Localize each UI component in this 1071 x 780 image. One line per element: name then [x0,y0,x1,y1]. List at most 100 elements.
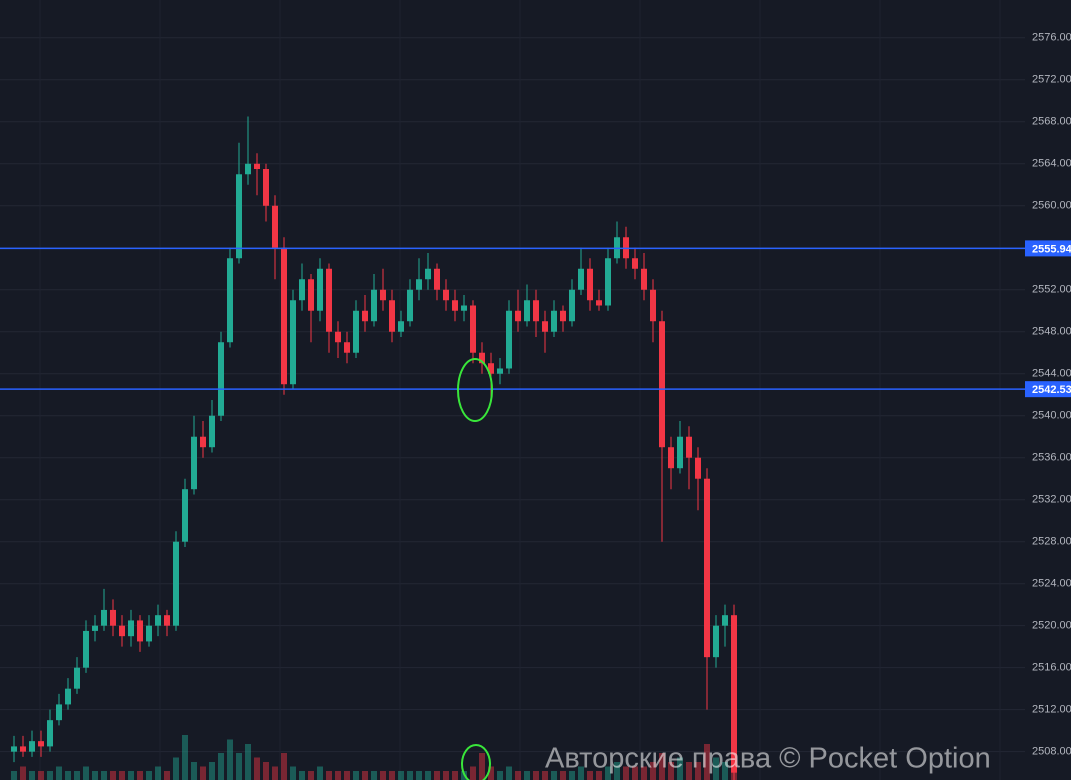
volume-bar [551,771,557,780]
candle-body [74,667,80,689]
candle-body [47,720,53,747]
volume-bar [335,771,341,780]
candle-body [641,268,647,290]
candle-body [29,741,35,752]
candle-body [83,630,89,668]
candle-body [290,300,296,385]
volume-bar [605,766,611,780]
candle-body [659,321,665,448]
volume-bar [164,771,170,780]
candle-body [488,363,494,374]
volume-bar [713,757,719,780]
volume-bar [317,766,323,780]
candle-body [245,163,251,175]
y-tick-label: 2520.00 [1032,620,1071,632]
volume-bar [677,757,683,780]
volume-bar [29,771,35,780]
level-label: 2542.53 [1032,384,1071,396]
annotation-circle [461,744,491,780]
candle-body [497,368,503,374]
level-label-box [1025,381,1071,398]
candle-body [56,704,62,721]
volume-bar [488,766,494,780]
candle-body [335,331,341,343]
y-tick-label: 2564.00 [1032,158,1071,170]
volume-bar [506,766,512,780]
candle-body [38,741,44,747]
volume-bar [254,757,260,780]
volume-bar [182,735,188,780]
y-tick-label: 2508.00 [1032,746,1071,758]
volume-bar [659,753,665,780]
candle-body [713,625,719,658]
candle-body [236,174,242,259]
volume-bar [371,771,377,780]
y-tick-label: 2516.00 [1032,662,1071,674]
volume-bar [398,771,404,780]
candle-body [704,478,710,658]
volume-bar [263,762,269,780]
candle-body [182,489,188,542]
volume-bar [272,766,278,780]
candle-body [407,289,413,322]
candle-body [452,300,458,311]
volume-bar [308,771,314,780]
volume-bar [623,766,629,780]
candle-body [686,436,692,458]
candle-body [281,247,287,385]
volume-bar [497,771,503,780]
volume-bar [353,771,359,780]
y-tick-label: 2560.00 [1032,200,1071,212]
volume-bar [137,771,143,780]
candle-body [398,321,404,332]
volume-bar [515,771,521,780]
candle-body [137,620,143,642]
volume-bar [218,753,224,780]
volume-bar [425,771,431,780]
y-tick-label: 2572.00 [1032,74,1071,86]
candle-body [119,625,125,637]
watermark: Авторские права © Pocket Option [545,743,991,775]
volume-bar [632,766,638,780]
candle-body [389,300,395,332]
volume-bar [236,753,242,780]
candle-body [668,447,674,469]
candle-body [218,342,224,416]
volume-bar [722,762,728,780]
volume-bar [290,766,296,780]
candle-body [542,321,548,332]
volume-bar [641,766,647,780]
candle-body [461,305,467,311]
volume-bar [524,771,530,780]
candle-body [632,258,638,269]
volume-bar [128,771,134,780]
candle-body [272,205,278,248]
volume-bar [245,744,251,780]
volume-bar [542,771,548,780]
y-tick-label: 2548.00 [1032,326,1071,338]
volume-bar [344,771,350,780]
candle-body [263,169,269,206]
candle-body [515,310,521,322]
volume-bar [470,766,476,780]
candle-body [92,625,98,631]
candle-body [155,615,161,626]
candle-body [506,310,512,369]
volume-bar [578,766,584,780]
volume-bar [569,771,575,780]
volume-bar [587,771,593,780]
candle-body [317,268,323,311]
volume-bar [479,753,485,780]
volume-bar [614,762,620,780]
level-label: 2555.94 [1032,243,1071,255]
candle-body [380,289,386,301]
volume-bar [74,771,80,780]
y-tick-label: 2536.00 [1032,452,1071,464]
volume-bar [389,771,395,780]
candle-body [560,310,566,322]
volume-bar [326,771,332,780]
volume-bar [452,771,458,780]
volume-bar [380,771,386,780]
